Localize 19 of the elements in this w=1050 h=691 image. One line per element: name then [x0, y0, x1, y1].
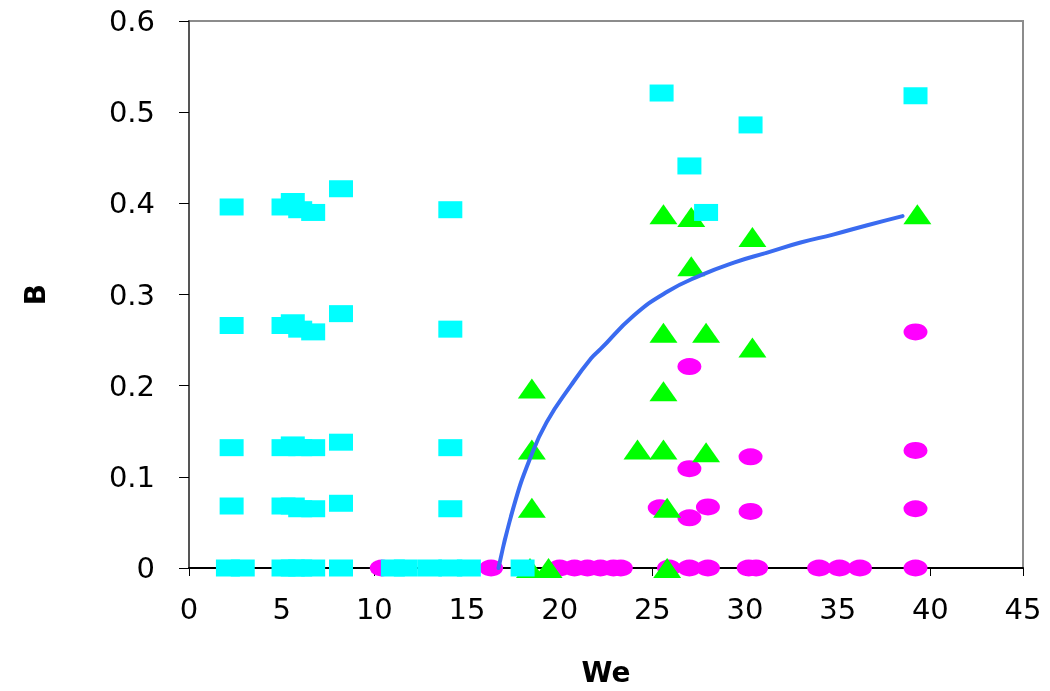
x-tick-label: 20 — [541, 591, 579, 626]
x-tick-label: 10 — [355, 591, 393, 626]
y-tick-label: 0 — [136, 551, 155, 585]
x-tick-label: 40 — [911, 591, 949, 626]
x-tick-label: 5 — [272, 591, 291, 626]
y-tick-label: 0.3 — [108, 277, 155, 312]
y-tick-label: 0.1 — [108, 459, 155, 494]
x-tick-label: 30 — [726, 591, 764, 626]
y-tick-label: 0.5 — [108, 95, 155, 130]
y-tick-label: 0.6 — [108, 4, 155, 38]
x-tick-label: 25 — [633, 591, 671, 626]
x-tick-label: 45 — [1004, 591, 1042, 626]
x-tick-label: 15 — [448, 591, 486, 626]
x-tick-label: 35 — [819, 591, 857, 626]
x-axis-title: We — [581, 655, 631, 689]
y-tick-label: 0.2 — [108, 368, 155, 403]
y-axis-title: B — [18, 283, 52, 306]
x-tick-label: 0 — [179, 591, 199, 626]
y-tick-label: 0.4 — [108, 186, 155, 221]
